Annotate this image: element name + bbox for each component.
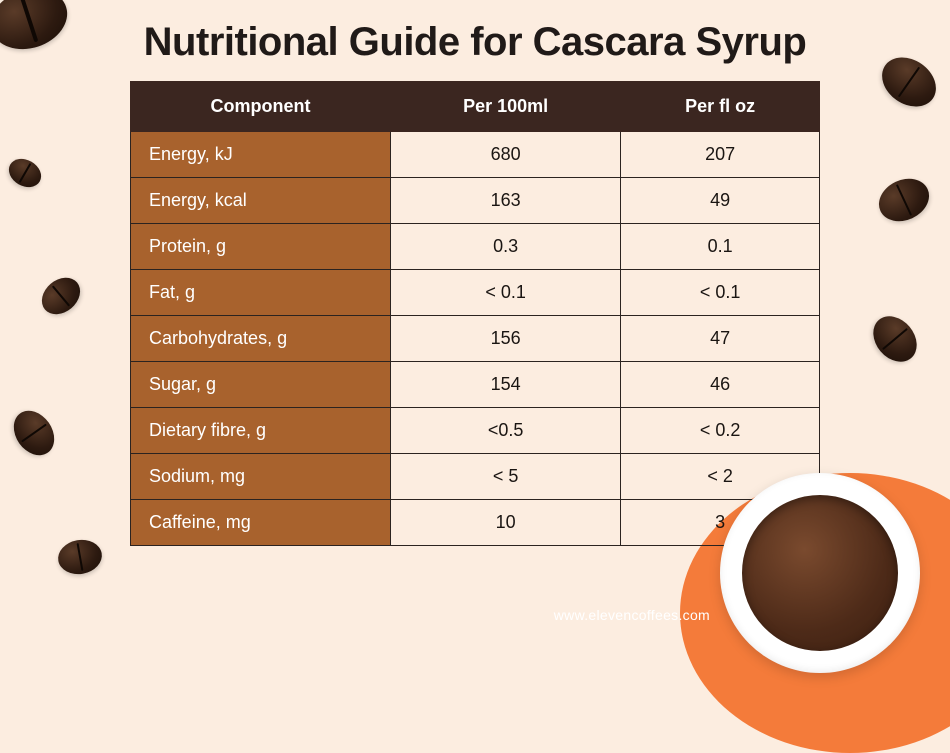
table-row: Fat, g< 0.1< 0.1 (131, 270, 820, 316)
table-row: Sodium, mg< 5< 2 (131, 454, 820, 500)
row-value-100ml: <0.5 (391, 408, 621, 454)
row-value-100ml: 154 (391, 362, 621, 408)
table-row: Caffeine, mg103 (131, 500, 820, 546)
row-value-floz: 49 (621, 178, 820, 224)
row-label: Dietary fibre, g (131, 408, 391, 454)
row-label: Sugar, g (131, 362, 391, 408)
table-row: Carbohydrates, g15647 (131, 316, 820, 362)
col-header-per-floz: Per fl oz (621, 82, 820, 132)
row-value-100ml: 156 (391, 316, 621, 362)
row-value-100ml: 10 (391, 500, 621, 546)
row-value-floz: < 0.2 (621, 408, 820, 454)
table-row: Protein, g0.30.1 (131, 224, 820, 270)
page-title: Nutritional Guide for Cascara Syrup (0, 0, 950, 81)
table-row: Energy, kJ680207 (131, 132, 820, 178)
row-label: Fat, g (131, 270, 391, 316)
row-value-floz: 46 (621, 362, 820, 408)
watermark-url: www.elevencoffees.com (554, 607, 710, 623)
row-value-100ml: < 5 (391, 454, 621, 500)
row-value-floz: 207 (621, 132, 820, 178)
coffee-cup-image (720, 473, 920, 673)
table-row: Energy, kcal16349 (131, 178, 820, 224)
row-label: Caffeine, mg (131, 500, 391, 546)
col-header-per-100ml: Per 100ml (391, 82, 621, 132)
row-label: Carbohydrates, g (131, 316, 391, 362)
table-header-row: Component Per 100ml Per fl oz (131, 82, 820, 132)
row-value-floz: 47 (621, 316, 820, 362)
row-label: Energy, kJ (131, 132, 391, 178)
row-value-100ml: 163 (391, 178, 621, 224)
row-value-100ml: 0.3 (391, 224, 621, 270)
row-value-100ml: < 0.1 (391, 270, 621, 316)
nutrition-table: Component Per 100ml Per fl oz Energy, kJ… (130, 81, 820, 546)
table-row: Dietary fibre, g<0.5< 0.2 (131, 408, 820, 454)
row-label: Protein, g (131, 224, 391, 270)
row-value-floz: 0.1 (621, 224, 820, 270)
row-label: Sodium, mg (131, 454, 391, 500)
col-header-component: Component (131, 82, 391, 132)
table-row: Sugar, g15446 (131, 362, 820, 408)
row-value-100ml: 680 (391, 132, 621, 178)
row-label: Energy, kcal (131, 178, 391, 224)
row-value-floz: < 0.1 (621, 270, 820, 316)
